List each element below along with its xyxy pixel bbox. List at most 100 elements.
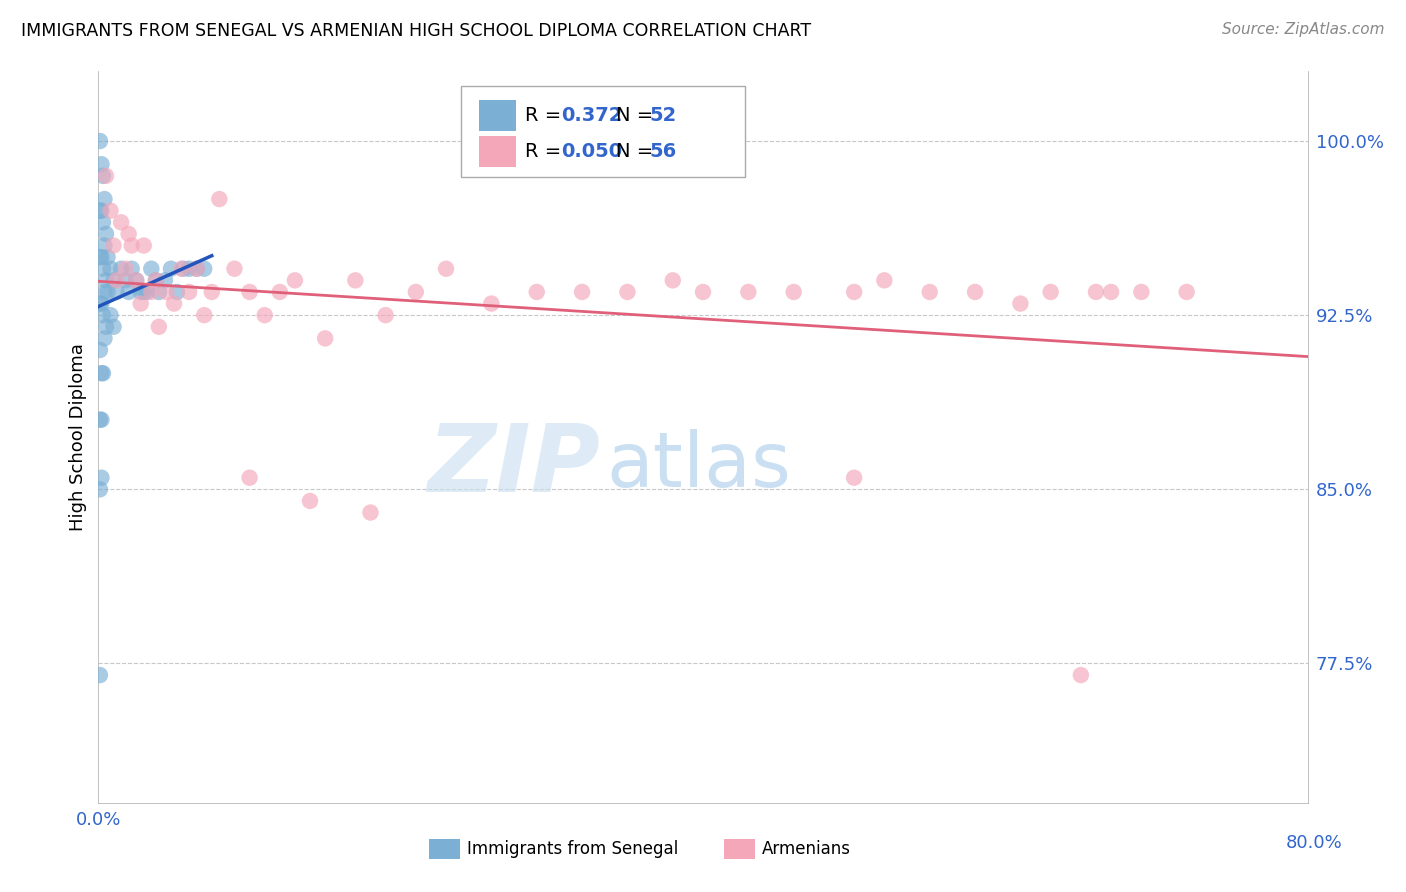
Point <box>121 238 143 252</box>
Point <box>96 250 118 264</box>
Text: 0.372: 0.372 <box>561 106 623 125</box>
Point <box>94 273 117 287</box>
Point <box>105 285 128 299</box>
Point <box>571 285 593 299</box>
Point <box>918 285 941 299</box>
FancyBboxPatch shape <box>479 100 516 130</box>
Point <box>253 308 276 322</box>
Point <box>166 285 188 299</box>
Point <box>269 285 291 299</box>
Point <box>844 285 866 299</box>
Point <box>90 203 112 218</box>
Point <box>692 285 714 299</box>
Point <box>141 261 163 276</box>
Point <box>1070 668 1092 682</box>
Text: ZIP: ZIP <box>427 420 600 512</box>
Point <box>90 296 112 310</box>
Point <box>103 319 125 334</box>
Point <box>186 261 208 276</box>
Point <box>737 285 759 299</box>
Point <box>526 285 548 299</box>
Text: 80.0%: 80.0% <box>1286 834 1343 852</box>
Point <box>148 285 170 299</box>
Text: 56: 56 <box>650 143 678 161</box>
Point <box>160 261 183 276</box>
Point <box>132 238 155 252</box>
Point <box>118 227 141 241</box>
Point <box>201 285 224 299</box>
Point <box>661 273 683 287</box>
Point <box>208 192 231 206</box>
Point <box>132 285 155 299</box>
Point <box>90 366 112 380</box>
Point <box>135 285 157 299</box>
Point <box>114 273 136 287</box>
Point <box>89 343 111 357</box>
Point <box>91 261 114 276</box>
Point <box>93 285 115 299</box>
Point <box>94 169 117 183</box>
Point <box>239 471 262 485</box>
Point <box>129 296 152 310</box>
Point <box>103 273 125 287</box>
Text: Armenians: Armenians <box>762 840 851 858</box>
Point <box>434 261 457 276</box>
Point <box>193 308 215 322</box>
Point <box>114 261 136 276</box>
Point <box>93 331 115 345</box>
Point <box>153 273 176 287</box>
Point <box>90 471 112 485</box>
Text: Immigrants from Senegal: Immigrants from Senegal <box>467 840 678 858</box>
Point <box>314 331 336 345</box>
FancyBboxPatch shape <box>479 136 516 167</box>
Point <box>224 261 246 276</box>
Text: 52: 52 <box>650 106 678 125</box>
Point <box>91 308 114 322</box>
Point <box>118 285 141 299</box>
Point <box>1010 296 1032 310</box>
Point <box>89 483 111 497</box>
Point <box>481 296 503 310</box>
Text: atlas: atlas <box>606 429 792 503</box>
Point <box>105 273 128 287</box>
Point <box>94 319 117 334</box>
Point <box>299 494 322 508</box>
Point <box>163 296 186 310</box>
Point <box>1039 285 1062 299</box>
Text: Source: ZipAtlas.com: Source: ZipAtlas.com <box>1222 22 1385 37</box>
Text: IMMIGRANTS FROM SENEGAL VS ARMENIAN HIGH SCHOOL DIPLOMA CORRELATION CHART: IMMIGRANTS FROM SENEGAL VS ARMENIAN HIGH… <box>21 22 811 40</box>
Point <box>91 169 114 183</box>
Point <box>844 471 866 485</box>
Point <box>129 285 152 299</box>
Text: N =: N = <box>616 143 659 161</box>
Point <box>1085 285 1108 299</box>
Point <box>91 215 114 229</box>
Point <box>186 261 208 276</box>
Point <box>90 250 112 264</box>
Point <box>94 227 117 241</box>
Point <box>1130 285 1153 299</box>
Point <box>965 285 987 299</box>
Point <box>1099 285 1122 299</box>
Point <box>91 366 114 380</box>
Point <box>110 261 132 276</box>
Point <box>284 273 307 287</box>
Point <box>125 273 148 287</box>
Point <box>179 261 201 276</box>
Text: 0.050: 0.050 <box>561 143 623 161</box>
Point <box>100 308 122 322</box>
Point <box>89 250 111 264</box>
Point <box>121 261 143 276</box>
Point <box>145 273 167 287</box>
Point <box>89 296 111 310</box>
Point <box>873 273 896 287</box>
Point <box>170 261 193 276</box>
Point <box>1175 285 1198 299</box>
Point <box>110 215 132 229</box>
Point <box>374 308 396 322</box>
Point <box>360 506 382 520</box>
Point <box>89 203 111 218</box>
Point <box>89 412 111 426</box>
Text: R =: R = <box>526 106 568 125</box>
Point <box>93 192 115 206</box>
